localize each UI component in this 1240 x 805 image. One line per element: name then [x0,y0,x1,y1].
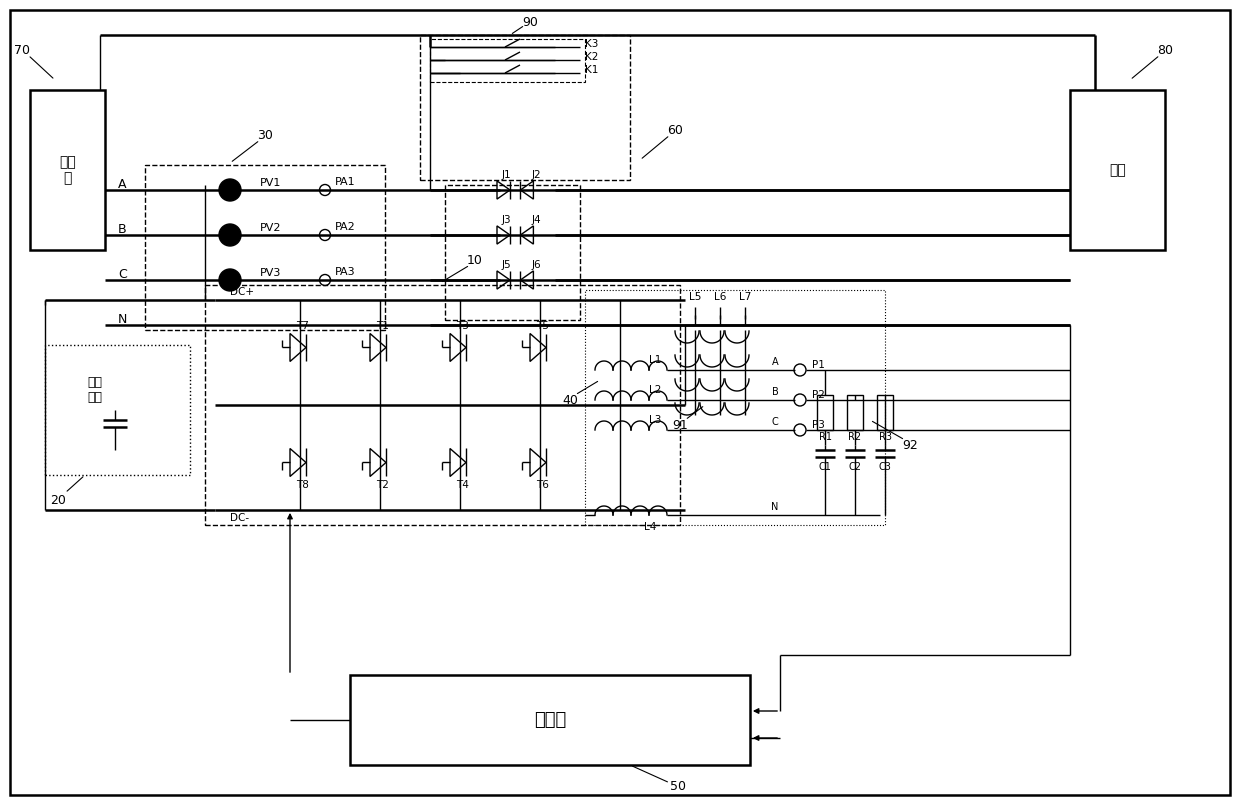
Text: PA2: PA2 [335,222,356,232]
Text: PA3: PA3 [335,267,356,277]
Text: L5: L5 [688,292,701,302]
Text: R2: R2 [848,432,862,442]
Text: N: N [118,312,128,325]
Text: J3: J3 [501,215,511,225]
Circle shape [219,179,241,201]
Text: T5: T5 [536,320,548,331]
Text: 50: 50 [670,781,686,794]
Circle shape [219,224,241,246]
Text: J5: J5 [501,260,511,270]
Bar [445,185,580,320]
Bar [430,39,585,82]
Circle shape [219,269,241,291]
Text: L4: L4 [644,522,656,532]
Bar [877,395,893,430]
Polygon shape [497,271,510,289]
Bar [145,165,384,330]
Polygon shape [450,333,466,361]
Text: 70: 70 [14,43,30,56]
Text: B: B [771,387,779,397]
Bar [205,285,680,525]
Text: PA1: PA1 [335,177,356,187]
Text: C: C [118,267,126,280]
Text: C2: C2 [848,462,862,472]
Text: P2: P2 [812,390,825,400]
Text: 20: 20 [50,493,66,506]
Text: C1: C1 [818,462,832,472]
Polygon shape [450,448,466,477]
Text: PV3: PV3 [260,268,281,278]
Text: L1: L1 [649,355,661,365]
Text: 60: 60 [667,123,683,137]
Bar [585,290,885,525]
Text: T6: T6 [536,480,548,489]
Text: L6: L6 [714,292,727,302]
Bar [420,35,630,180]
Text: K3: K3 [585,39,599,49]
Text: 10: 10 [467,254,482,266]
Bar [817,395,833,430]
Text: A: A [771,357,779,367]
Polygon shape [521,271,533,289]
Text: T7: T7 [295,320,309,331]
Text: 控制器: 控制器 [534,711,567,729]
Text: P3: P3 [812,420,825,430]
Text: 91: 91 [672,419,688,431]
Polygon shape [521,226,533,244]
Text: R1: R1 [818,432,832,442]
Polygon shape [497,181,510,199]
Text: 超级
电容: 超级 电容 [88,376,103,404]
Text: 80: 80 [1157,43,1173,56]
Text: J4: J4 [531,215,541,225]
Text: J1: J1 [501,170,511,180]
Bar [45,345,190,475]
Text: 90: 90 [522,15,538,28]
Text: DC-: DC- [229,513,249,523]
Polygon shape [529,333,546,361]
Text: R3: R3 [878,432,892,442]
Text: T1: T1 [376,320,388,331]
Text: 92: 92 [903,439,918,452]
Polygon shape [521,181,533,199]
Text: A: A [118,177,126,191]
Text: T3: T3 [455,320,469,331]
Polygon shape [290,333,306,361]
Polygon shape [290,448,306,477]
Text: P1: P1 [812,360,825,370]
Text: PV1: PV1 [260,178,281,188]
Bar [847,395,863,430]
Text: C: C [771,417,779,427]
Text: T2: T2 [376,480,388,489]
Text: K2: K2 [585,52,599,62]
Polygon shape [370,448,386,477]
Text: J6: J6 [531,260,541,270]
Text: L7: L7 [739,292,751,302]
Bar [1070,90,1166,250]
Text: 40: 40 [562,394,578,407]
Text: C3: C3 [879,462,892,472]
Text: B: B [118,222,126,236]
Text: T8: T8 [295,480,309,489]
Text: 供电
网: 供电 网 [60,155,76,185]
Text: T4: T4 [455,480,469,489]
Text: L3: L3 [649,415,661,425]
Bar [30,90,105,250]
Text: 负载: 负载 [1109,163,1126,177]
Text: 30: 30 [257,129,273,142]
Text: N: N [771,502,779,512]
Text: PV2: PV2 [260,223,281,233]
Text: J2: J2 [531,170,541,180]
Polygon shape [497,226,510,244]
Text: L2: L2 [649,385,661,395]
Text: DC+: DC+ [229,287,254,297]
Bar [350,675,750,765]
Text: K1: K1 [585,65,599,75]
Polygon shape [529,448,546,477]
Polygon shape [370,333,386,361]
